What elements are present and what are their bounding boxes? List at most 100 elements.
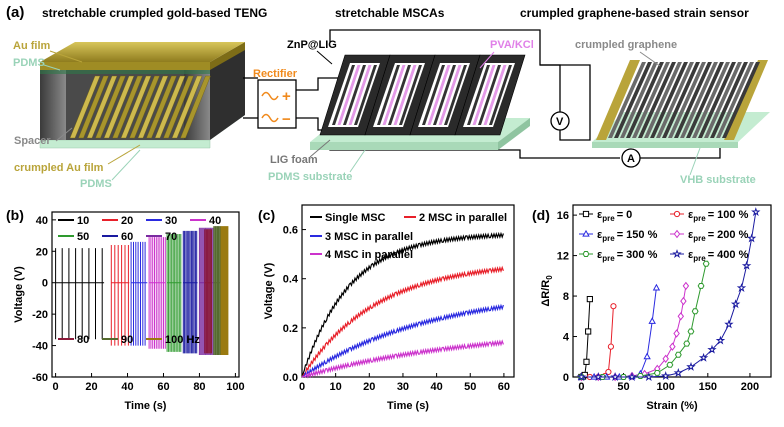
- series-90: [213, 226, 221, 355]
- teng-top-au-film: [40, 42, 245, 62]
- x-tick-label: 20: [363, 381, 375, 393]
- y-tick-label: 0.0: [283, 372, 298, 384]
- msca-finger: [433, 65, 456, 125]
- marker-diamond: [682, 281, 690, 291]
- x-axis-label: Strain (%): [646, 400, 698, 412]
- series-30: [130, 241, 148, 346]
- graphene-ridge: [668, 62, 706, 138]
- msca-finger: [388, 65, 411, 125]
- msca-cells: [319, 54, 526, 136]
- teng-body-side: [210, 48, 245, 140]
- voltmeter-label: V: [556, 116, 564, 128]
- msca-finger: [354, 65, 377, 125]
- graphene-ridge: [650, 62, 688, 138]
- x-tick-label: 200: [741, 381, 759, 393]
- x-tick-label: 80: [193, 381, 205, 393]
- graphene-ridge: [626, 62, 664, 138]
- panel-letter: (b): [6, 207, 24, 223]
- marker-star: [661, 370, 671, 380]
- msca-pdms-side: [498, 118, 530, 150]
- ammeter-label: A: [627, 153, 635, 165]
- marker-hexagon: [702, 260, 710, 267]
- crumpled-au-wrinkle: [86, 75, 118, 139]
- marker-star: [730, 299, 741, 309]
- crumpled-graphene-label: crumpled graphene: [575, 39, 677, 51]
- crumpled-au-wrinkle: [129, 75, 160, 139]
- msca-finger: [399, 65, 422, 125]
- graphene-ridge: [674, 62, 712, 138]
- au-film-leader: [49, 50, 83, 63]
- y-axis-label-subscript: 0: [545, 275, 554, 280]
- spacer-leader: [55, 127, 73, 142]
- panel-a-letter: (a): [6, 4, 24, 21]
- dc-wave-icon: [261, 113, 279, 123]
- lig-foam-label: LIG foam: [270, 154, 318, 166]
- marker-hexagon: [666, 361, 674, 368]
- y-tick-label: 0.2: [283, 323, 298, 335]
- y-tick-label: -60: [32, 372, 48, 384]
- y-axis-label: ΔR/R0: [540, 275, 554, 307]
- legend-label: εpre = 200 %: [688, 229, 749, 243]
- crumpled-au-wrinkle: [69, 75, 101, 139]
- pva-kcl-leader: [479, 51, 495, 69]
- teng-top-film-side: [210, 42, 245, 70]
- msca-finger: [382, 65, 406, 125]
- legend-value: = 0: [617, 209, 633, 221]
- teng-bottom-film: [39, 139, 211, 149]
- legend-value: = 100 %: [708, 209, 749, 221]
- teng-crumpled-au-wrinkles: [69, 75, 211, 139]
- x-axis-label: Time (s): [125, 400, 167, 412]
- marker-hexagon: [674, 351, 682, 358]
- crumpled-au-label: crumpled Au film: [14, 162, 104, 174]
- crumpled-graphene-ridges: [608, 62, 760, 138]
- legend-subscript: pre: [693, 214, 706, 223]
- series-40: [148, 237, 166, 349]
- panel-letter: (d): [532, 207, 550, 223]
- y-axis-label: Voltage (V): [263, 262, 275, 319]
- marker-star: [746, 233, 757, 243]
- sensor-electrode-right: [724, 60, 768, 140]
- crumpled-graphene-leader: [639, 51, 661, 67]
- chart-b: 0 20 40 60 80 100 -60 -40 -20 0 20 40 Time (s) Voltag…: [6, 207, 245, 412]
- crumpled-au-wrinkle: [137, 75, 169, 139]
- msca-finger: [393, 65, 417, 125]
- graphene-ridge: [620, 62, 658, 138]
- ammeter-icon: [621, 148, 641, 168]
- y-tick-label: -40: [32, 341, 48, 353]
- legend-label: 4 MSC in parallel: [325, 249, 413, 261]
- legend-value: = 150 %: [617, 229, 658, 241]
- marker-hexagon: [683, 340, 691, 347]
- legend-label: 90: [121, 334, 133, 346]
- marker-diamond: [669, 342, 676, 351]
- sensor-electrode-left: [596, 60, 640, 140]
- panel-a: (a) stretchable crumpled gold-based TENG…: [6, 4, 770, 190]
- msca-finger: [472, 65, 496, 125]
- x-tick-label: 0: [299, 381, 305, 393]
- marker-hexagon: [582, 251, 590, 257]
- pdms-bottom-label: PDMS: [80, 178, 112, 190]
- legend-label: 3 MSC in parallel: [325, 231, 413, 243]
- teng-title: stretchable crumpled gold-based TENG: [42, 6, 267, 20]
- rectifier-plus: +: [282, 88, 291, 105]
- marker-triangle: [582, 229, 590, 237]
- marker-star: [627, 371, 637, 381]
- y-tick-label: 4: [563, 332, 570, 344]
- x-tick-label: 150: [699, 381, 717, 393]
- x-tick-label: 100: [226, 381, 244, 393]
- teng-spacer-left: [40, 68, 66, 140]
- crumpled-au-wrinkle: [171, 75, 203, 139]
- marker-star: [698, 352, 709, 362]
- vhb-edge: [592, 142, 738, 148]
- spacer-label: Spacer: [14, 135, 51, 147]
- legend-label: 2 MSC in parallel: [419, 212, 507, 224]
- y-tick-label: 0: [42, 278, 48, 290]
- graphene-ridge: [644, 62, 682, 138]
- msca-device: [310, 54, 530, 150]
- crumpled-au-wrinkle: [180, 75, 211, 139]
- plot-frame: [51, 211, 240, 378]
- legend-label: 40: [209, 215, 221, 227]
- legend-label: εpre = 0: [597, 209, 632, 223]
- msca-finger: [438, 65, 462, 125]
- x-tick-label: 0: [53, 381, 59, 393]
